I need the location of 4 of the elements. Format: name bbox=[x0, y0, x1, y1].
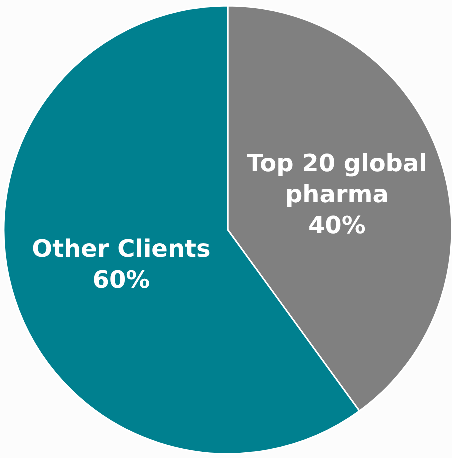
data-label: 60% bbox=[92, 266, 150, 294]
data-label: 40% bbox=[308, 212, 366, 240]
slice-label: Other Clients bbox=[32, 235, 211, 264]
slice-label: Top 20 global pharma bbox=[246, 149, 428, 209]
